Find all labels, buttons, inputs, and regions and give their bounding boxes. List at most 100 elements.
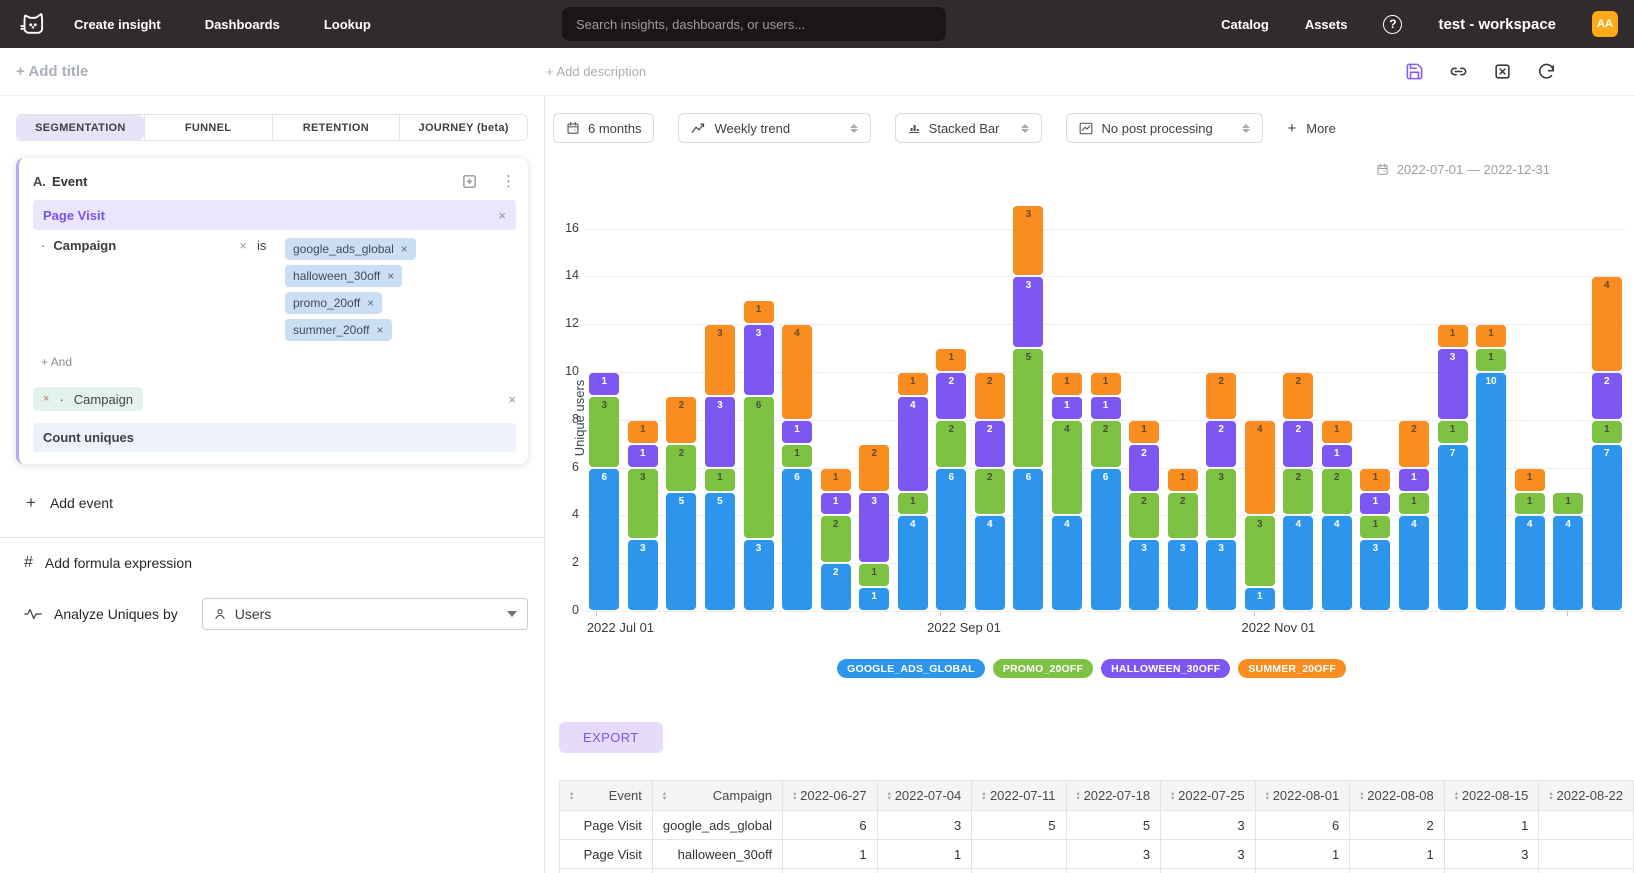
- bar-segment: 2: [1129, 445, 1159, 491]
- bar-segment-value: 1: [589, 373, 619, 387]
- remove-value-icon[interactable]: ×: [376, 323, 383, 337]
- tab-segmentation[interactable]: SEGMENTATION: [17, 115, 144, 140]
- column-header[interactable]: ▴▾2022-07-04: [877, 781, 972, 811]
- remove-filter-icon[interactable]: ×: [239, 238, 247, 253]
- sort-icon[interactable]: ▴▾: [663, 791, 666, 801]
- tab-funnel[interactable]: FUNNEL: [144, 115, 272, 140]
- hash-icon: #: [24, 554, 33, 572]
- analyze-by-select[interactable]: Users: [202, 598, 528, 630]
- trend-select[interactable]: Weekly trend: [678, 113, 871, 143]
- sort-icon[interactable]: ▴▾: [570, 791, 573, 801]
- bar-segment-value: 2: [975, 421, 1005, 435]
- date-period-button[interactable]: 6 months: [553, 113, 654, 143]
- sort-icon[interactable]: ▴▾: [1077, 791, 1080, 801]
- save-icon[interactable]: [1404, 62, 1424, 82]
- column-header[interactable]: ▴▾Campaign: [652, 781, 782, 811]
- event-group-menu-icon[interactable]: ⋮: [501, 174, 516, 189]
- legend-pill: PROMO_20OFF: [993, 659, 1093, 678]
- bar-segment-value: 5: [666, 493, 696, 507]
- add-filter-icon[interactable]: [459, 171, 479, 191]
- column-header[interactable]: ▴▾2022-07-25: [1161, 781, 1256, 811]
- table-cell: google_ads_global: [652, 811, 782, 840]
- add-event-button[interactable]: + Add event: [16, 494, 528, 511]
- remove-event-icon[interactable]: ×: [498, 208, 506, 223]
- bar-segment: 6: [744, 397, 774, 538]
- add-description-input[interactable]: + Add description: [530, 64, 1404, 79]
- add-and-filter[interactable]: + And: [33, 355, 516, 369]
- bar-segment: 3: [744, 325, 774, 395]
- more-button[interactable]: + More: [1287, 121, 1335, 136]
- y-axis-tick-label: 12: [549, 316, 579, 330]
- remove-value-icon[interactable]: ×: [367, 296, 374, 310]
- bar-segment-value: 3: [1245, 516, 1275, 530]
- column-header[interactable]: ▴▾2022-08-22: [1539, 781, 1634, 811]
- column-header[interactable]: ▴▾2022-07-18: [1066, 781, 1161, 811]
- breakdown-chip[interactable]: × · Campaign: [33, 387, 143, 411]
- workspace-name[interactable]: test - workspace: [1438, 16, 1556, 33]
- event-selector[interactable]: Page Visit ×: [33, 200, 516, 230]
- filter-value-chip[interactable]: halloween_30off×: [285, 265, 402, 287]
- close-icon[interactable]: [1492, 62, 1512, 82]
- table-cell: 6: [783, 811, 878, 840]
- bar-segment: 1: [705, 469, 735, 491]
- remove-value-icon[interactable]: ×: [401, 242, 408, 256]
- link-icon[interactable]: [1448, 62, 1468, 82]
- clear-breakdown-icon[interactable]: ×: [508, 392, 516, 407]
- column-header[interactable]: ▴▾ Event: [560, 781, 653, 811]
- aggregation-selector[interactable]: Count uniques: [33, 423, 516, 452]
- bar-segment: 1: [589, 373, 619, 395]
- export-button[interactable]: EXPORT: [559, 722, 663, 753]
- nav-create-insight[interactable]: Create insight: [74, 17, 161, 32]
- column-header[interactable]: ▴▾2022-07-11: [972, 781, 1066, 811]
- sort-icon[interactable]: ▴▾: [793, 791, 796, 801]
- filter-value-chip[interactable]: google_ads_global×: [285, 238, 416, 260]
- calendar-icon: [566, 121, 580, 135]
- filter-operator[interactable]: is: [257, 238, 285, 341]
- remove-value-icon[interactable]: ×: [387, 269, 394, 283]
- app-logo-cat-icon[interactable]: [16, 7, 50, 41]
- tab-journey[interactable]: JOURNEY (beta): [399, 115, 527, 140]
- y-axis-tick-label: 8: [549, 412, 579, 426]
- column-header-label: Event: [609, 788, 642, 803]
- sort-icon[interactable]: ▴▾: [1171, 791, 1174, 801]
- column-header[interactable]: ▴▾2022-08-01: [1255, 781, 1350, 811]
- sort-icon[interactable]: ▴▾: [888, 791, 891, 801]
- bar-segment-value: 1: [1091, 397, 1121, 411]
- bar-segment-value: 2: [821, 564, 851, 578]
- bar-segment-value: 2: [666, 397, 696, 411]
- remove-breakdown-icon[interactable]: ×: [43, 393, 49, 405]
- sort-icon[interactable]: ▴▾: [982, 791, 985, 801]
- bar-segment: 1: [1168, 469, 1198, 491]
- aggregation-label: Count uniques: [43, 430, 134, 445]
- help-icon[interactable]: ?: [1383, 15, 1402, 34]
- nav-catalog[interactable]: Catalog: [1221, 17, 1269, 32]
- chart-type-select[interactable]: Stacked Bar: [895, 113, 1042, 143]
- sort-icon[interactable]: ▴▾: [1455, 791, 1458, 801]
- date-range-display[interactable]: 2022-07-01 — 2022-12-31: [1376, 162, 1550, 177]
- nav-assets[interactable]: Assets: [1305, 17, 1348, 32]
- table-cell: [972, 869, 1066, 873]
- search-input[interactable]: [562, 7, 946, 41]
- column-header[interactable]: ▴▾2022-06-27: [783, 781, 878, 811]
- filter-property[interactable]: Campaign: [53, 238, 116, 253]
- table-cell: Page Visit: [560, 811, 653, 840]
- avatar[interactable]: AA: [1592, 11, 1618, 37]
- add-formula-button[interactable]: # Add formula expression: [16, 554, 528, 572]
- bar-segment-value: 1: [1399, 469, 1429, 483]
- nav-dashboards[interactable]: Dashboards: [205, 17, 280, 32]
- sort-icon[interactable]: ▴▾: [1266, 791, 1269, 801]
- refresh-icon[interactable]: [1536, 62, 1556, 82]
- column-header[interactable]: ▴▾2022-08-15: [1444, 781, 1539, 811]
- sort-icon[interactable]: ▴▾: [1549, 791, 1552, 801]
- bar-segment-value: 2: [821, 516, 851, 530]
- nav-lookup[interactable]: Lookup: [324, 17, 371, 32]
- filter-value-chip[interactable]: summer_20off×: [285, 319, 392, 341]
- bar-segment: 2: [1091, 421, 1121, 467]
- post-processing-select[interactable]: No post processing: [1066, 113, 1263, 143]
- filter-value-chip[interactable]: promo_20off×: [285, 292, 382, 314]
- bar-segment-value: 2: [666, 445, 696, 459]
- column-header[interactable]: ▴▾2022-08-08: [1350, 781, 1445, 811]
- add-title-input[interactable]: + Add title: [0, 63, 530, 80]
- sort-icon[interactable]: ▴▾: [1360, 791, 1363, 801]
- tab-retention[interactable]: RETENTION: [272, 115, 400, 140]
